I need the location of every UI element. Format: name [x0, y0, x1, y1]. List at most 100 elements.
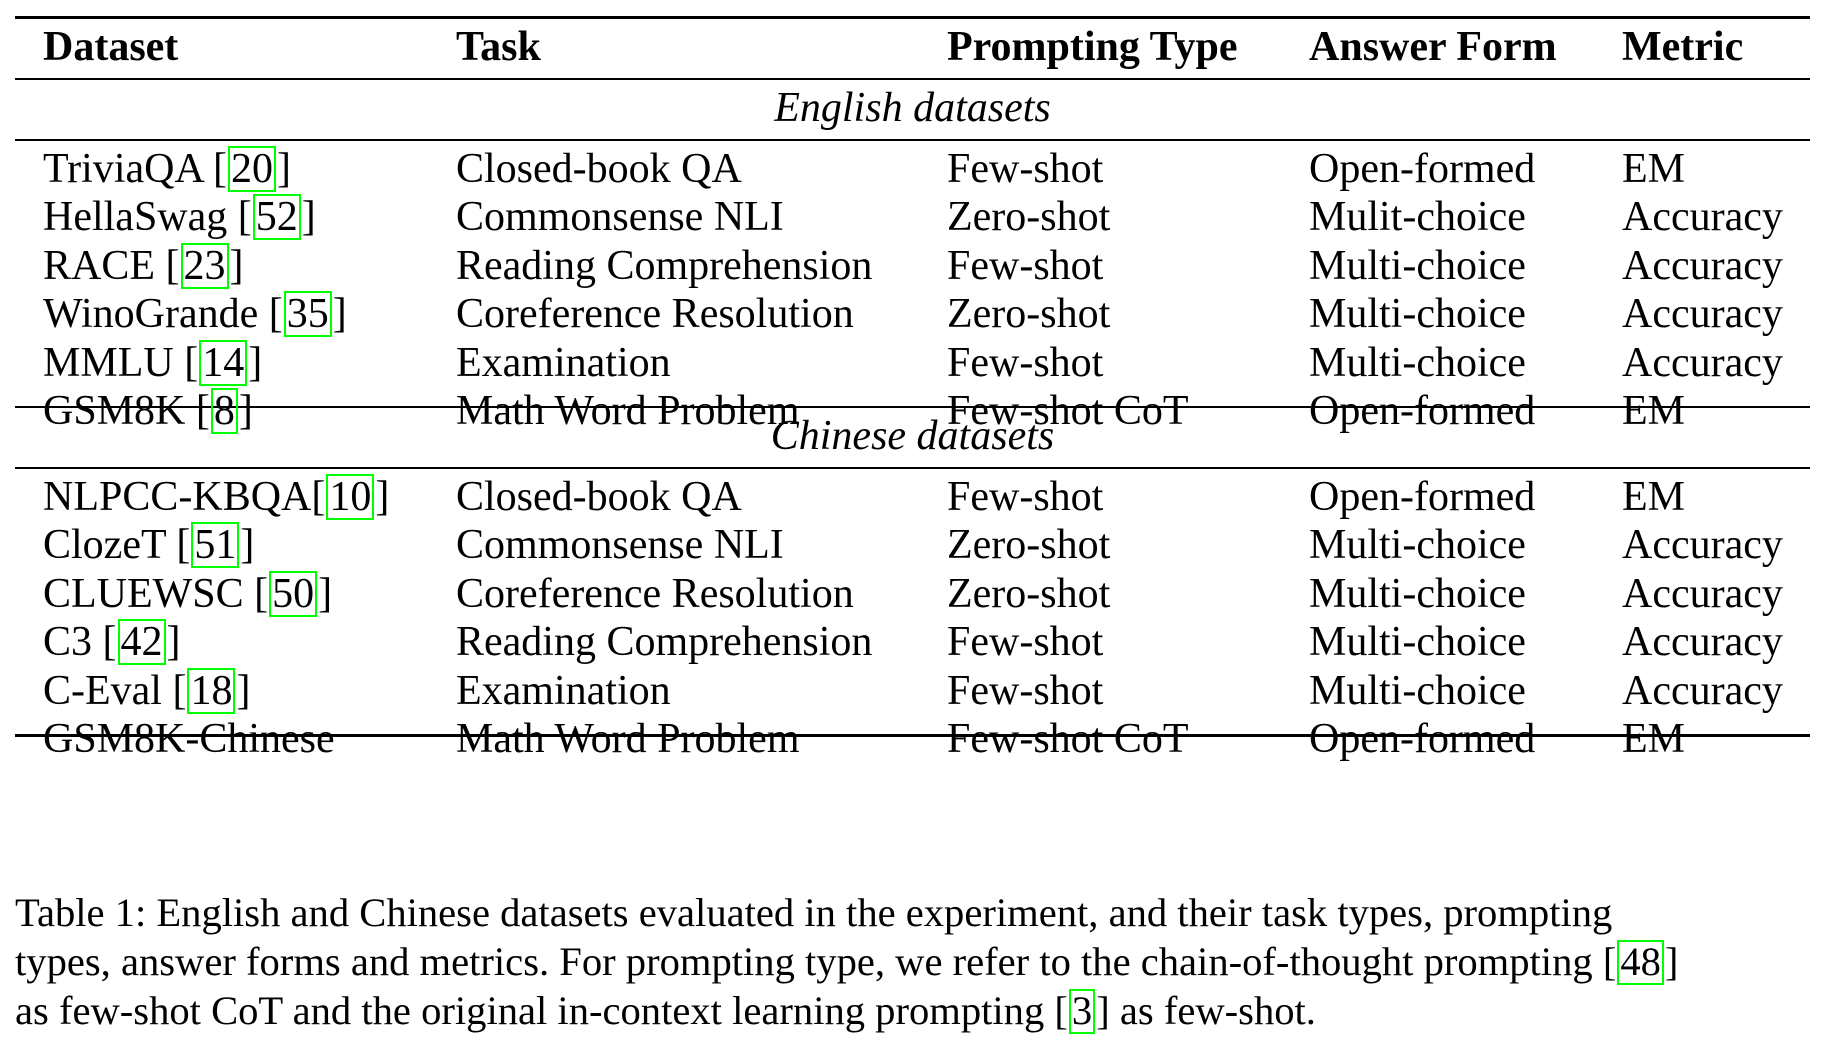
cell-dataset: MMLU [14]	[43, 339, 263, 386]
table-caption: Table 1: English and Chinese datasets ev…	[15, 888, 1815, 1035]
dataset-name: MMLU	[43, 339, 174, 386]
citation-link[interactable]: 48	[1617, 940, 1664, 985]
table-row: RACE [23] Reading Comprehension Few-shot Mu…	[15, 242, 1810, 290]
dataset-separator	[166, 522, 177, 568]
header-task: Task	[456, 24, 541, 70]
citation-link[interactable]: 51	[191, 522, 240, 569]
dataset-separator	[174, 340, 185, 386]
cell-dataset: GSM8K-Chinese	[15, 715, 428, 763]
top-rule	[15, 16, 1810, 19]
cell-answer-form: Open-formed	[1309, 474, 1536, 520]
cell-task: Examination	[456, 339, 671, 386]
cell-prompting-type: Few-shot	[947, 339, 1104, 386]
cell-task: Examination	[456, 667, 671, 714]
cell-dataset: C3 [42]	[43, 619, 181, 666]
cell-metric: EM	[1622, 388, 1685, 435]
dataset-name: RACE	[43, 242, 156, 289]
dataset-separator	[155, 243, 166, 289]
cell-metric: EM	[1622, 474, 1685, 520]
cell-dataset: RACE [23]	[43, 242, 244, 289]
cell-task: Math Word Problem	[456, 388, 800, 435]
cell-prompting-type: Few-shot	[947, 619, 1104, 666]
cell-answer-form: Multi-choice	[1309, 619, 1526, 666]
dataset-separator	[92, 619, 103, 665]
cell-dataset: CLUEWSC [50]	[43, 570, 333, 617]
dataset-separator	[244, 571, 255, 617]
caption-line-2: types, answer forms and metrics. For pro…	[15, 939, 1679, 985]
english-table: TriviaQA [20] Closed-book QA Few-shot Open-…	[15, 145, 1810, 435]
header-metric: Metric	[1622, 24, 1744, 70]
cell-metric: EM	[1622, 716, 1685, 763]
cell-task: Commonsense NLI	[456, 194, 784, 241]
cell-answer-form: Multi-choice	[1309, 242, 1526, 289]
citation-link[interactable]: 42	[117, 619, 166, 666]
caption-line-3: as few-shot CoT and the original in-cont…	[15, 988, 1316, 1034]
cell-metric: Accuracy	[1622, 194, 1783, 241]
table-header: Dataset Task Prompting Type Answer Form …	[15, 0, 1810, 97]
header-answer-form: Answer Form	[1309, 24, 1557, 70]
chinese-table: NLPCC-KBQA[10] Closed-book QA Few-shot Open…	[15, 473, 1810, 763]
cell-prompting-type: Few-shot CoT	[947, 716, 1189, 763]
cell-task: Closed-book QA	[456, 474, 742, 520]
table-row: NLPCC-KBQA[10] Closed-book QA Few-shot Open…	[15, 473, 1810, 521]
cell-prompting-type: Zero-shot	[947, 291, 1111, 338]
section-rule-english	[15, 139, 1810, 141]
cell-dataset: C-Eval [18]	[43, 667, 251, 714]
table-row: HellaSwag [52] Commonsense NLI Zero-shot Mu…	[15, 193, 1810, 241]
cell-metric: Accuracy	[1622, 339, 1783, 386]
cell-dataset: GSM8K [8]	[43, 388, 253, 435]
dataset-name: HellaSwag	[43, 194, 228, 241]
english-rows: TriviaQA [20] Closed-book QA Few-shot Open-…	[15, 145, 1810, 435]
cell-dataset: HellaSwag [52]	[43, 194, 316, 241]
header-dataset: Dataset	[43, 24, 179, 70]
table-row: ClozeT [51] Commonsense NLI Zero-shot Multi…	[15, 521, 1810, 569]
cell-task: Closed-book QA	[456, 146, 742, 192]
cell-task: Commonsense NLI	[456, 522, 784, 569]
dataset-name: C3	[43, 619, 93, 666]
table-row: GSM8K [8] Math Word Problem Few-shot CoT Op…	[15, 387, 1810, 435]
cell-metric: Accuracy	[1622, 291, 1783, 338]
cell-metric: Accuracy	[1622, 619, 1783, 666]
table-row: GSM8K-Chinese Math Word Problem Few-shot C…	[15, 715, 1810, 763]
cell-dataset: TriviaQA [20]	[43, 146, 291, 192]
citation-link[interactable]: 8	[210, 388, 238, 435]
cell-task: Reading Comprehension	[456, 619, 873, 666]
citation-link[interactable]: 10	[326, 474, 375, 520]
table-row: TriviaQA [20] Closed-book QA Few-shot Open-…	[15, 145, 1810, 193]
cell-answer-form: Multi-choice	[1309, 667, 1526, 714]
dataset-name: WinoGrande	[43, 291, 259, 338]
table-row: C-Eval [18] Examination Few-shot Multi-choi…	[15, 667, 1810, 715]
cell-prompting-type: Few-shot	[947, 146, 1104, 192]
table-row: C3 [42] Reading Comprehension Few-shot Mult…	[15, 618, 1810, 666]
dataset-name: NLPCC-KBQA	[43, 474, 312, 520]
cell-prompting-type: Zero-shot	[947, 570, 1111, 617]
citation-link[interactable]: 23	[180, 242, 229, 289]
citation-link[interactable]: 14	[199, 339, 248, 386]
dataset-separator	[227, 194, 238, 240]
cell-task: Coreference Resolution	[456, 291, 854, 338]
citation-link[interactable]: 3	[1068, 989, 1096, 1034]
citation-link[interactable]: 50	[269, 570, 318, 617]
cell-dataset: WinoGrande [35]	[43, 291, 347, 338]
section-title-chinese: Chinese datasets	[770, 413, 1055, 459]
citation-link[interactable]: 18	[187, 667, 236, 714]
cell-answer-form: Open-formed	[1309, 388, 1536, 435]
cell-task: Coreference Resolution	[456, 570, 854, 617]
cell-metric: Accuracy	[1622, 242, 1783, 289]
cell-prompting-type: Zero-shot	[947, 194, 1111, 241]
cell-prompting-type: Few-shot	[947, 474, 1104, 520]
citation-link[interactable]: 52	[252, 194, 301, 241]
citation-link[interactable]: 35	[283, 291, 332, 338]
table-row: WinoGrande [35] Coreference Resolution Zer…	[15, 290, 1810, 338]
dataset-separator	[203, 146, 214, 192]
dataset-name: GSM8K	[43, 388, 186, 435]
chinese-rows: NLPCC-KBQA[10] Closed-book QA Few-shot Open…	[15, 473, 1810, 763]
citation-link[interactable]: 20	[228, 146, 276, 192]
dataset-separator	[258, 291, 269, 337]
header-prompting-type: Prompting Type	[947, 24, 1238, 70]
dataset-name: CLUEWSC	[43, 570, 244, 617]
caption-line-2-text: types, answer forms and metrics. For pro…	[15, 939, 1603, 984]
dataset-name: C-Eval	[43, 667, 162, 714]
cell-prompting-type: Few-shot	[947, 667, 1104, 714]
section-title-english: English datasets	[774, 85, 1051, 131]
